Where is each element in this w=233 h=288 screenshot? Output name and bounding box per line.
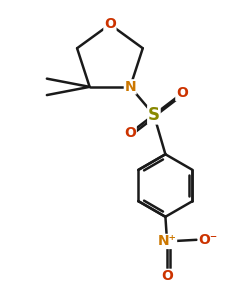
Text: O⁻: O⁻ <box>198 233 218 247</box>
Text: O: O <box>161 269 173 283</box>
Text: O: O <box>104 17 116 31</box>
Text: O: O <box>176 86 188 101</box>
Text: N: N <box>124 80 136 94</box>
Text: O: O <box>124 126 136 140</box>
Text: N⁺: N⁺ <box>158 234 176 249</box>
Text: S: S <box>148 106 160 124</box>
